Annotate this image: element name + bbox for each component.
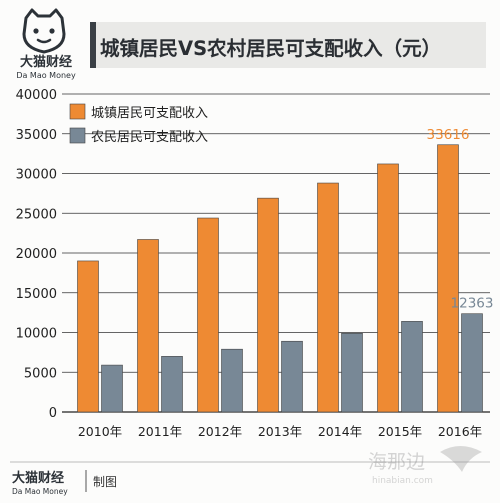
- y-tick-label: 30000: [16, 168, 57, 183]
- title-background: [90, 22, 486, 68]
- legend-label: 城镇居民可支配收入: [91, 106, 208, 121]
- legend-label: 农民居民可支配收入: [91, 130, 208, 145]
- y-tick-label: 15000: [16, 287, 57, 302]
- bar-rural: [341, 332, 363, 413]
- bars: [77, 144, 483, 413]
- x-tick-label: 2012年: [198, 424, 242, 439]
- bar-urban: [137, 239, 159, 413]
- bar-rural: [221, 348, 243, 413]
- x-axis-tick-labels: 2010年 2011年 2012年 2013年 2014年 2015年 2016年: [78, 424, 482, 439]
- legend-swatch: [69, 127, 86, 144]
- y-tick-label: 35000: [16, 128, 57, 143]
- data-label: 33616: [427, 127, 470, 143]
- watermark-text-en: hinabian.com: [372, 476, 433, 486]
- title-accent-bar: [90, 22, 96, 68]
- watermark: 海那边 hinabian.com: [368, 446, 482, 486]
- bar-urban: [317, 182, 339, 413]
- brand-name-cn: 大猫财经: [20, 54, 72, 70]
- chart-title: 城镇居民VS农村居民可支配收入（元）: [100, 37, 441, 60]
- x-tick-label: 2016年: [438, 424, 482, 439]
- bar-rural: [281, 340, 303, 413]
- bar-rural: [161, 356, 183, 413]
- y-tick-label: 10000: [16, 327, 57, 342]
- footer: 大猫财经 Da Mao Money 制图: [12, 470, 117, 496]
- bar-rural: [461, 313, 483, 413]
- legend-swatch: [69, 103, 86, 120]
- y-axis-tick-labels: 0 5000 10000 15000 20000 25000 30000 35000 40000: [16, 88, 57, 421]
- x-tick-label: 2015年: [378, 424, 422, 439]
- y-tick-label: 0: [49, 406, 57, 421]
- title-banner: 城镇居民VS农村居民可支配收入（元）: [90, 22, 486, 68]
- x-tick-label: 2013年: [258, 424, 302, 439]
- x-tick-label: 2010年: [78, 424, 122, 439]
- brand-logo: 大猫财经 Da Mao Money: [16, 8, 76, 80]
- bar-urban: [77, 260, 99, 413]
- bar-urban: [257, 197, 279, 413]
- x-tick-label: 2014年: [318, 424, 362, 439]
- bar-urban: [197, 217, 219, 413]
- bird-icon: [440, 446, 482, 472]
- bar-urban: [437, 144, 459, 413]
- bar-rural: [401, 321, 423, 413]
- cat-logo-icon: [22, 8, 66, 54]
- bar-rural: [101, 364, 123, 413]
- y-tick-label: 5000: [24, 366, 57, 381]
- brand-name-en: Da Mao Money: [16, 71, 76, 80]
- footer-label: 制图: [93, 475, 117, 489]
- y-tick-label: 20000: [16, 247, 57, 262]
- footer-brand-cn: 大猫财经: [12, 470, 64, 486]
- y-tick-label: 40000: [16, 88, 57, 103]
- data-label: 12363: [451, 296, 494, 312]
- bar-urban: [377, 163, 399, 413]
- watermark-text-cn: 海那边: [368, 451, 425, 473]
- footer-brand-en: Da Mao Money: [12, 487, 68, 496]
- x-tick-label: 2011年: [138, 424, 182, 439]
- y-tick-label: 25000: [16, 207, 57, 222]
- data-labels: 33616 12363: [427, 127, 494, 312]
